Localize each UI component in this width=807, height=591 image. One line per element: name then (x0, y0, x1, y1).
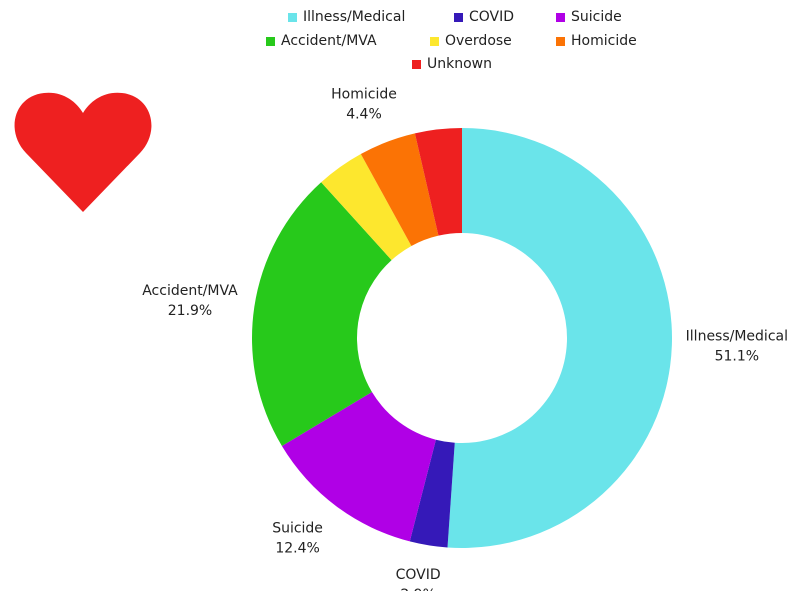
donut-slice (321, 153, 412, 261)
heart-icon (14, 92, 152, 212)
donut-slice (360, 133, 439, 246)
donut-slice (414, 128, 462, 236)
legend-swatch (556, 13, 565, 22)
donut-slice (252, 182, 392, 447)
slice-category-label: Homicide (331, 86, 397, 102)
slice-value-label: 51.1% (715, 349, 759, 365)
slice-category-label: Suicide (272, 520, 323, 536)
donut-slice (447, 128, 673, 548)
slice-value-label: 4.4% (346, 106, 382, 122)
slice-category-label: COVID (396, 567, 441, 583)
donut-slice (281, 392, 436, 542)
slice-value-label: 12.4% (275, 540, 319, 556)
slice-value-label: 21.9% (168, 303, 212, 319)
donut-slice (409, 439, 455, 548)
legend-swatch (454, 13, 463, 22)
slice-category-label: Illness/Medical (686, 329, 788, 345)
slice-value-label: 2.9% (400, 587, 436, 591)
legend-label: Illness/Medical (303, 9, 405, 25)
legend-swatch (288, 13, 297, 22)
legend-label: Overdose (445, 33, 512, 49)
legend-label: COVID (469, 9, 514, 25)
legend-label: Homicide (571, 33, 637, 49)
legend-label: Unknown (427, 56, 492, 72)
slice-category-label: Accident/MVA (142, 283, 238, 299)
legend-swatch (412, 60, 421, 69)
legend-swatch (556, 37, 565, 46)
legend-label: Accident/MVA (281, 33, 377, 49)
legend-label: Suicide (571, 9, 622, 25)
legend-swatch (266, 37, 275, 46)
legend-swatch (430, 37, 439, 46)
